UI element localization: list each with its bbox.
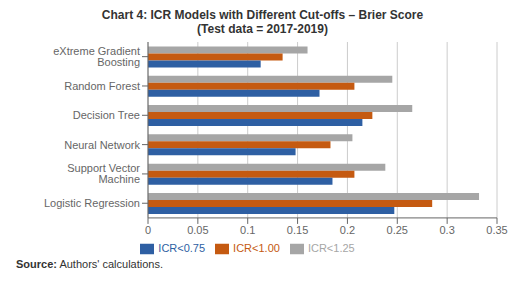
html-text:ICR<1.00: ICR<1.00 [233,241,280,254]
svg-text:0.2: 0.2 [340,224,355,236]
html-text:ICR<1.25: ICR<1.25 [307,241,355,254]
svg-text:0: 0 [145,224,151,236]
svg-text:0.15: 0.15 [287,224,308,236]
html-text:ICR<0.75: ICR<0.75 [158,241,206,254]
svg-text:0.3: 0.3 [439,224,454,236]
svg-text:Decision Tree: Decision Tree [73,109,140,121]
svg-text:Logistic Regression: Logistic Regression [44,197,140,209]
svg-text:Random Forest: Random Forest [64,80,140,92]
html-text:Chart 4: ICR Models with Diffe: Chart 4: ICR Models with Different Cut-o… [101,8,424,36]
svg-text:Support VectorMachine: Support VectorMachine [67,162,140,185]
svg-text:0.05: 0.05 [187,224,208,236]
svg-text:0.35: 0.35 [486,224,507,236]
svg-text:0.1: 0.1 [240,224,255,236]
svg-text:eXtreme GradientBoosting: eXtreme GradientBoosting [53,45,140,68]
svg-text:Neural Network: Neural Network [64,139,140,151]
html-text:Source: Authors' calculations.: Source: Authors' calculations. [16,258,163,270]
svg-text:0.25: 0.25 [387,224,408,236]
